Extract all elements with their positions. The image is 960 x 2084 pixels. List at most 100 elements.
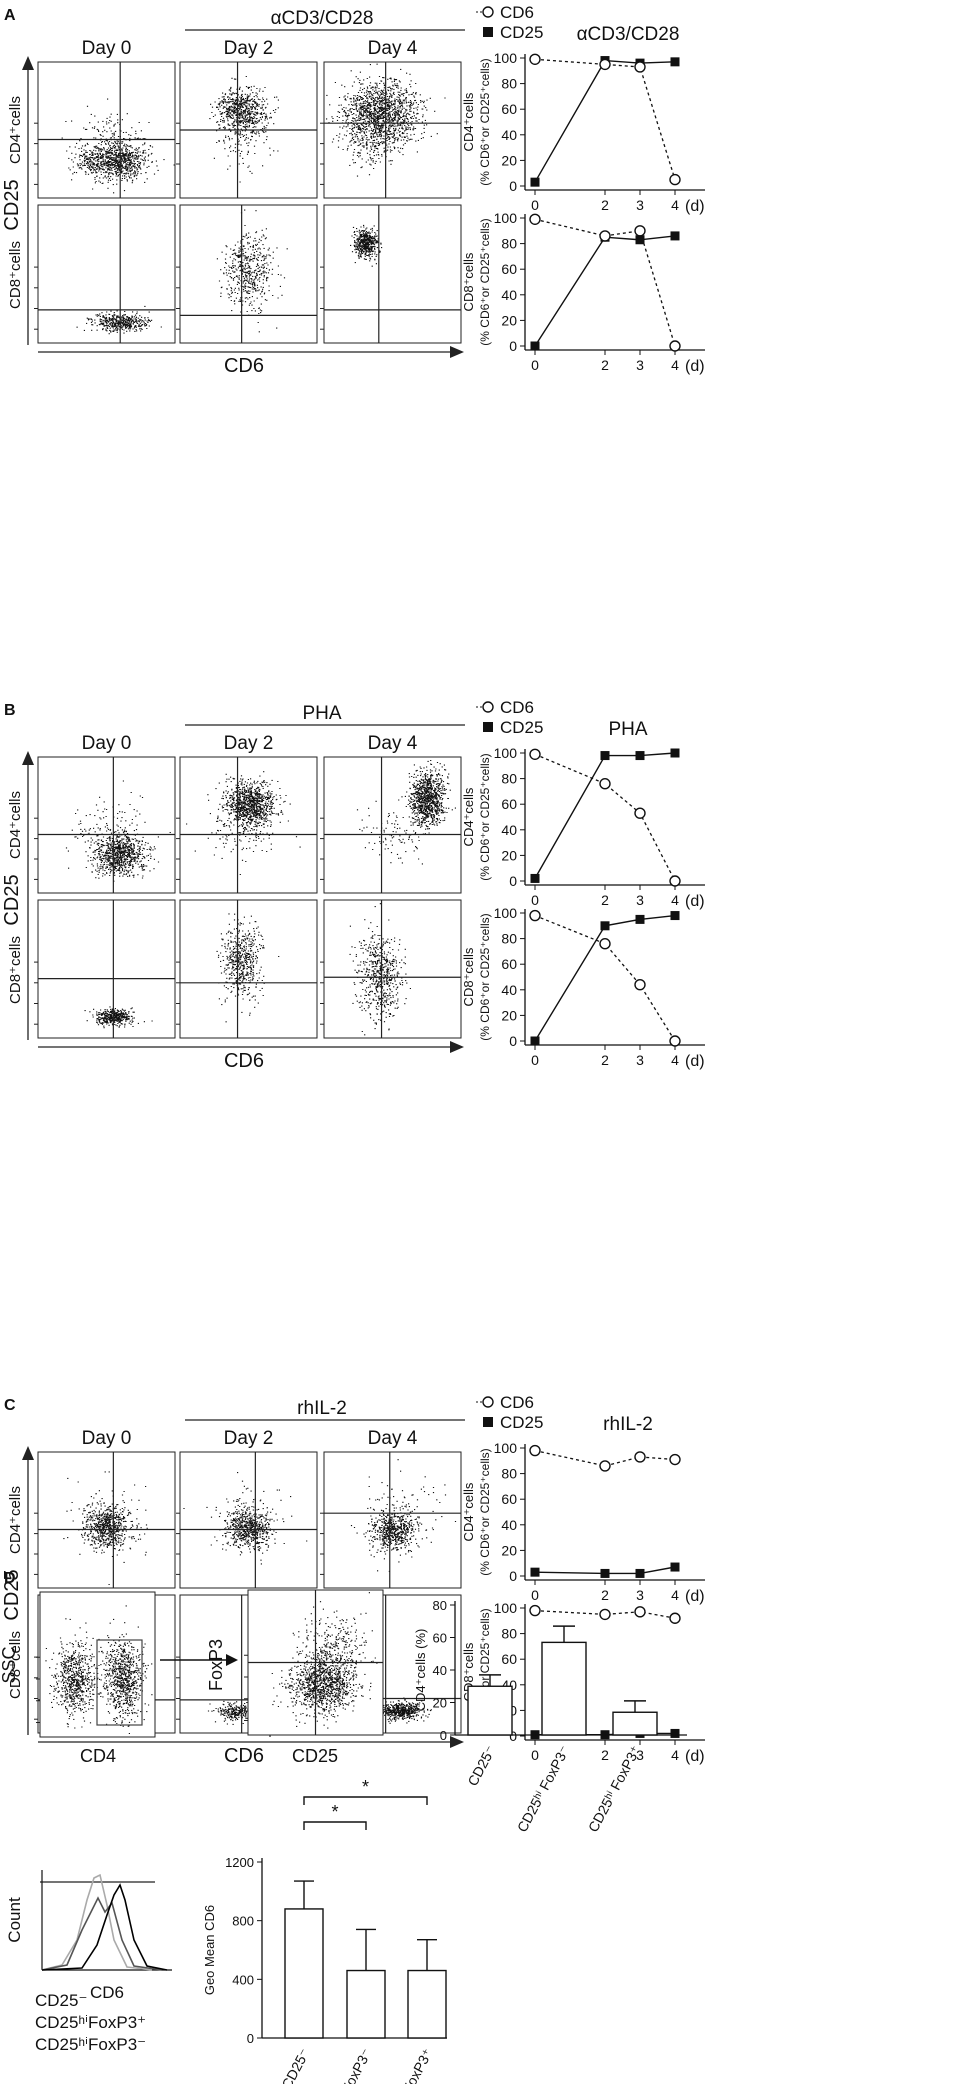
count-label: Count [5, 1897, 24, 1943]
plot-events [216, 209, 288, 333]
y-tick-label: 80 [501, 1626, 517, 1642]
cd6-point [599, 1460, 611, 1472]
cd6-point [634, 978, 646, 991]
x-unit-label: (d) [685, 198, 705, 215]
y-tick-label: 20 [501, 847, 517, 863]
flow-plot [176, 204, 318, 344]
y-axis-label: CD4⁺cells (%) [413, 1629, 428, 1712]
panel-letter: C [4, 1397, 16, 1414]
cd25-point [530, 177, 540, 187]
cd6-point [634, 807, 646, 819]
y-tick-label: 20 [433, 1696, 447, 1711]
y-axis-label: CD4⁺cells [461, 787, 476, 846]
y-tick-label: 60 [501, 1491, 517, 1507]
histogram-legend-label: CD25ʰⁱFoxP3⁻ [35, 2035, 146, 2054]
cd25-point [635, 1568, 645, 1578]
cd25-point [670, 1728, 680, 1738]
plot-frame [179, 1451, 318, 1589]
day-label: Day 4 [368, 733, 418, 754]
cd25-point [530, 341, 540, 351]
y-tick-label: 0 [509, 1728, 517, 1744]
y-axis-sublabel: (% CD6⁺or CD25⁺cells) [478, 753, 492, 880]
y-tick-label: 40 [501, 287, 517, 303]
y-tick-label: 100 [494, 50, 518, 66]
y-tick-label: 20 [501, 1007, 517, 1023]
x-tick-label: 4 [671, 197, 679, 213]
y-tick-label: 20 [501, 152, 517, 168]
cd8-row-label: CD8⁺cells [7, 241, 24, 309]
cd6-point [669, 1035, 681, 1047]
x-tick-label: 4 [671, 1587, 679, 1603]
x-tick-label: 3 [636, 197, 644, 213]
legend-cd25-marker [483, 1417, 493, 1427]
x-tick-label: 2 [601, 892, 609, 908]
flow-plot [34, 899, 176, 1039]
y-axis-sublabel: (% CD6⁺or CD25⁺cells) [478, 58, 492, 185]
cd6-point [634, 1606, 646, 1618]
plot-frame [37, 756, 176, 894]
plot-frame [323, 204, 462, 344]
x-tick-label: 3 [636, 1587, 644, 1603]
flow-plot [34, 756, 176, 894]
y-tick-label: 1200 [225, 1855, 254, 1870]
cd6-axis-label: CD6 [224, 355, 264, 377]
chart-title: PHA [608, 719, 647, 740]
cd25-point [635, 751, 645, 761]
day-label: Day 0 [82, 1428, 132, 1449]
cd6-point [529, 1444, 541, 1457]
arrow-head [22, 751, 34, 765]
y-tick-label: 60 [501, 101, 517, 117]
error-bar [356, 1928, 376, 1971]
error-bar [553, 1625, 575, 1643]
y-tick-label: 20 [501, 1542, 517, 1558]
y-tick-label: 80 [433, 1598, 447, 1613]
cd6-point [529, 909, 541, 922]
y-axis-label: CD8⁺cells [461, 947, 476, 1006]
x-tick-label: 4 [671, 1747, 679, 1763]
bar [284, 1908, 324, 2039]
plot-events [356, 759, 456, 865]
flow-plot [320, 756, 462, 894]
panel-letter: D [4, 1570, 16, 1587]
cd25-point [670, 231, 680, 241]
category-label: CD25ʰⁱ FoxP3⁻ [316, 2046, 375, 2084]
cd6-point [599, 938, 611, 950]
plot-events [350, 1459, 457, 1572]
cd6-axis-label: CD6 [224, 1745, 264, 1767]
y-tick-label: 0 [247, 2031, 254, 2046]
cd25-point [530, 1036, 540, 1046]
x-tick-label: 4 [671, 1052, 679, 1068]
flow-plot [176, 1451, 318, 1589]
arrow-head [226, 1654, 238, 1666]
bar [541, 1641, 587, 1736]
cd25-point [635, 235, 645, 245]
cd4-row-label: CD4⁺cells [7, 96, 24, 164]
plot-events [271, 1592, 378, 1729]
y-tick-label: 80 [501, 236, 517, 252]
flow-plot [34, 204, 176, 344]
line-chart-3: 0 20 40 60 80 100 0 2 3 4 (d) CD8⁺cells (% CD6⁺or CD… [461, 905, 705, 1070]
legend-cd6-marker [482, 1396, 494, 1408]
series-cd25-line [534, 59, 676, 183]
series-cd25-line [534, 1566, 676, 1575]
plot-events [209, 75, 279, 183]
histogram-legend-label: CD25ʰⁱFoxP3⁺ [35, 2013, 146, 2032]
cd6-point [669, 875, 681, 887]
series-cd6-line [534, 1609, 676, 1619]
y-tick-label: 0 [440, 1728, 447, 1743]
legend-cd25-label: CD25 [500, 23, 543, 42]
cd25-label: CD25 [292, 1746, 338, 1766]
cd25-point [670, 911, 680, 921]
y-tick-label: 80 [501, 1466, 517, 1482]
bar [612, 1711, 658, 1736]
flow-plot [34, 61, 176, 199]
significance-star: * [331, 1802, 338, 1822]
legend-cd25-marker [483, 27, 493, 37]
x-tick-label: 2 [601, 1052, 609, 1068]
line-chart-4: 0 20 40 60 80 100 0 2 3 4 (d) CD4⁺cells (% CD6⁺or CD… [461, 1440, 705, 1605]
histogram-curve [41, 1883, 168, 1971]
cd25-point [600, 751, 610, 761]
cd6-axis-label: CD6 [224, 1050, 264, 1072]
cd25-axis-label: CD25 [1, 179, 23, 230]
y-tick-label: 0 [509, 1033, 517, 1049]
